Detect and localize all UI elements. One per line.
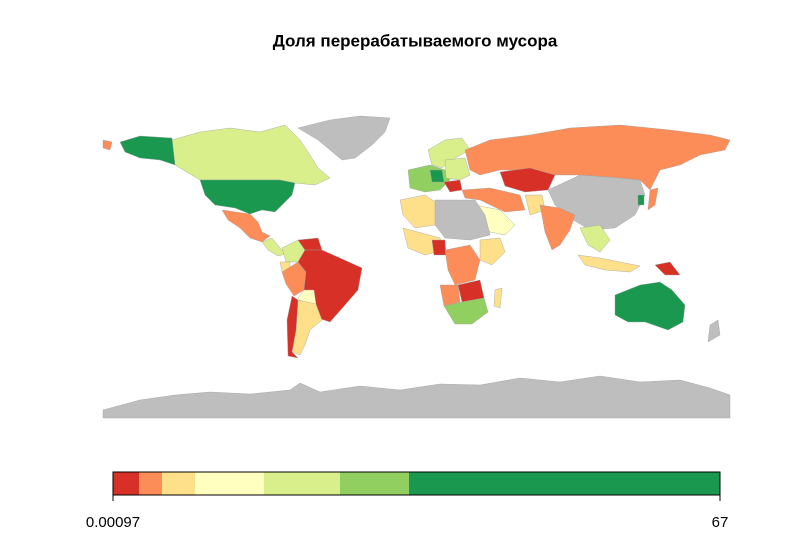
japan (647, 187, 659, 211)
india (539, 204, 576, 251)
mexico (221, 209, 271, 243)
north-africa-east (434, 199, 491, 241)
legend-swatch (162, 472, 195, 495)
legend-frame (112, 471, 721, 496)
central-africa (444, 244, 481, 286)
madagascar (493, 287, 503, 309)
turkey-iran (461, 187, 526, 213)
australia (614, 281, 686, 331)
png (654, 261, 681, 276)
nigeria (431, 239, 447, 256)
east-africa (479, 237, 506, 266)
germany (429, 169, 445, 183)
legend-label: 67 (712, 514, 729, 531)
map-title: Доля перерабатываемого мусора (273, 31, 558, 50)
legend: 0.00097 67 (86, 471, 729, 531)
chukotka (102, 139, 113, 151)
usa (199, 179, 296, 215)
southeast-asia (579, 224, 611, 253)
world-map (102, 115, 731, 419)
greenland (297, 115, 391, 161)
legend-swatch (139, 472, 162, 495)
legend-swatch (195, 472, 264, 495)
legend-swatch (264, 472, 340, 495)
brazil (297, 249, 363, 323)
angola (439, 284, 461, 307)
indonesia (577, 254, 641, 273)
south-africa (443, 297, 489, 325)
legend-swatch (340, 472, 409, 495)
alaska (119, 135, 176, 166)
legend-label: 0.00097 (86, 514, 140, 531)
eastern-europe (444, 157, 471, 181)
scandinavia (427, 137, 471, 169)
legend-swatch (113, 472, 139, 495)
korea (637, 194, 645, 206)
new-zealand (707, 319, 721, 343)
antarctica (102, 375, 731, 419)
legend-swatch (409, 472, 720, 495)
chile (286, 295, 299, 359)
